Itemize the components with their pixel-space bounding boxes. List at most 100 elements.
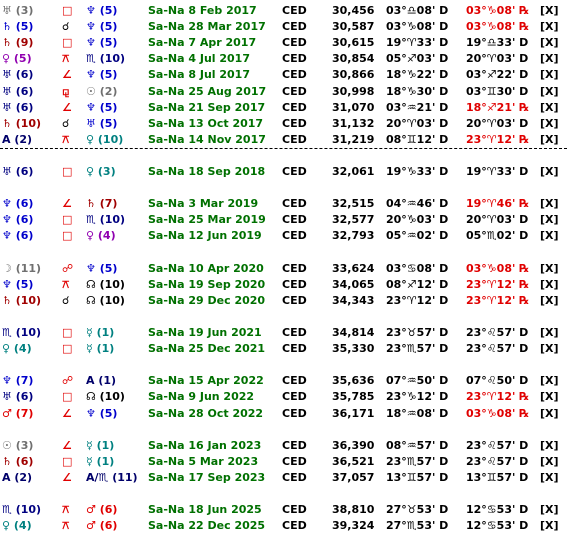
include-toggle[interactable]: [X] — [540, 36, 559, 50]
event-row[interactable]: ♆ (6) □ ♏ (10) Sa-Na 25 Mar 2019 CED 32,577 20… — [0, 212, 567, 228]
transit-position: 03°♑08' ℞ — [466, 406, 530, 420]
event-row[interactable]: ☉ (3) ∠ ☿ (1) Sa-Na 16 Jan 2023 CED 36,390 08°… — [0, 438, 567, 454]
event-row[interactable]: ♅ (6) □ ☊ (10) Sa-Na 9 Jun 2022 CED 35,785 23°… — [0, 389, 567, 405]
include-toggle[interactable]: [X] — [540, 454, 559, 468]
event-row[interactable]: ♅ (6) □ ♀ (3) Sa-Na 18 Sep 2018 CED 32,061 19°… — [0, 164, 567, 180]
event-row[interactable]: ♄ (5) ☌ ♆ (5) Sa-Na 28 Mar 2017 CED 30,587 03°… — [0, 19, 567, 35]
transit-planet-label: ♄ (6) — [2, 454, 34, 468]
include-toggle[interactable]: [X] — [540, 116, 559, 130]
natal-planet-label: ♅ (5) — [86, 116, 118, 130]
include-toggle[interactable]: [X] — [540, 342, 559, 356]
event-row[interactable]: ♀ (4) ⚻ ♂ (6) Sa-Na 22 Dec 2025 CED 39,324 27°… — [0, 518, 567, 534]
day-number: 35,785 — [332, 390, 375, 404]
aspect-glyph: ☌ — [62, 293, 70, 307]
event-date: Sa-Na 8 Jul 2017 — [148, 68, 250, 82]
include-toggle[interactable]: [X] — [540, 406, 559, 420]
event-row[interactable]: ♆ (6) ∠ ♄ (7) Sa-Na 3 Mar 2019 CED 32,515 04°♒… — [0, 196, 567, 212]
system-code: CED — [282, 52, 307, 66]
event-row[interactable]: ♆ (6) □ ♀ (4) Sa-Na 12 Jun 2019 CED 32,793 05°… — [0, 228, 567, 244]
event-date: Sa-Na 19 Jun 2021 — [148, 326, 262, 339]
include-toggle[interactable]: [X] — [540, 470, 559, 484]
include-toggle[interactable]: [X] — [540, 277, 559, 291]
include-toggle[interactable]: [X] — [540, 326, 559, 339]
natal-position: 23°♈12' D — [386, 293, 449, 307]
include-toggle[interactable]: [X] — [540, 390, 559, 404]
transit-position: 23°♈12' ℞ — [466, 390, 530, 404]
event-row[interactable]: ♏ (10) ⚻ ♂ (6) Sa-Na 18 Jun 2025 CED 38,810 27… — [0, 502, 567, 518]
include-toggle[interactable]: [X] — [540, 374, 559, 388]
system-code: CED — [282, 277, 307, 291]
natal-planet-label: A (1) — [86, 374, 117, 388]
natal-planet-label: ♂ (6) — [86, 503, 118, 517]
day-number: 30,854 — [332, 52, 375, 66]
event-date: Sa-Na 3 Mar 2019 — [148, 197, 259, 211]
transit-planet-label: ♄ (5) — [2, 20, 34, 34]
transit-position: 13°♊57' D — [466, 470, 529, 484]
natal-planet-label: ♄ (7) — [86, 197, 118, 211]
transit-position: 03°♐22' D — [466, 68, 529, 82]
natal-planet-label: ♏ (10) — [86, 52, 126, 66]
transit-position: 23°♈12' ℞ — [466, 277, 530, 291]
event-row[interactable]: ♂ (7) ∠ ♆ (5) Sa-Na 28 Oct 2022 CED 36,171 18°… — [0, 406, 567, 422]
system-code: CED — [282, 229, 307, 243]
include-toggle[interactable]: [X] — [540, 229, 559, 243]
transit-planet-label: ♅ (6) — [2, 165, 34, 178]
include-toggle[interactable]: [X] — [540, 438, 559, 452]
transit-position: 03°♑08' ℞ — [466, 4, 530, 17]
natal-planet-label: ♆ (5) — [86, 100, 118, 114]
include-toggle[interactable]: [X] — [540, 84, 559, 98]
transit-position: 19°♈46' ℞ — [466, 197, 530, 211]
system-code: CED — [282, 36, 307, 50]
include-toggle[interactable]: [X] — [540, 52, 559, 66]
include-toggle[interactable]: [X] — [540, 261, 559, 275]
event-row[interactable]: ♅ (6) ∠ ♆ (5) Sa-Na 21 Sep 2017 CED 31,070 03°… — [0, 100, 567, 116]
natal-position: 08°♒57' D — [386, 438, 449, 452]
natal-position: 08°♐12' D — [386, 277, 449, 291]
natal-position: 23°♏57' D — [386, 454, 449, 468]
transit-position: 23°♌57' D — [466, 454, 529, 468]
include-toggle[interactable]: [X] — [540, 100, 559, 114]
include-toggle[interactable]: [X] — [540, 213, 559, 227]
day-number: 31,132 — [332, 116, 375, 130]
event-row[interactable]: ♄ (10) ☌ ☊ (10) Sa-Na 29 Dec 2020 CED 34,343 2… — [0, 293, 567, 309]
event-row[interactable]: ☽ (11) ☍ ♆ (5) Sa-Na 10 Apr 2020 CED 33,624 03… — [0, 261, 567, 277]
event-row[interactable]: ♅ (6) ⚼ ☉ (2) Sa-Na 25 Aug 2017 CED 30,998 18°… — [0, 84, 567, 100]
system-code: CED — [282, 454, 307, 468]
day-number: 35,330 — [332, 342, 375, 356]
include-toggle[interactable]: [X] — [540, 503, 559, 517]
event-row[interactable]: ♅ (6) ∠ ♆ (5) Sa-Na 8 Jul 2017 CED 30,866 18°♑… — [0, 67, 567, 83]
day-number: 32,793 — [332, 229, 375, 243]
event-row[interactable]: ♀ (4) □ ☿ (1) Sa-Na 25 Dec 2021 CED 35,330 23°… — [0, 341, 567, 357]
transit-planet-label: A (2) — [2, 132, 33, 146]
include-toggle[interactable]: [X] — [540, 165, 559, 178]
event-row[interactable]: ♀ (5) ⚻ ♏ (10) Sa-Na 4 Jul 2017 CED 30,854 05°… — [0, 51, 567, 67]
event-date: Sa-Na 25 Mar 2019 — [148, 213, 266, 227]
include-toggle[interactable]: [X] — [540, 519, 559, 533]
transit-planet-label: ♏ (10) — [2, 326, 42, 339]
event-date: Sa-Na 25 Dec 2021 — [148, 342, 266, 356]
natal-position: 05°♒02' D — [386, 229, 449, 243]
event-row[interactable]: A (2) ∠ A/♏ (11) Sa-Na 17 Sep 2023 CED 37,057… — [0, 470, 567, 486]
aspect-glyph: □ — [62, 390, 73, 404]
event-row[interactable]: ♏ (10) □ ☿ (1) Sa-Na 19 Jun 2021 CED 34,814 23… — [0, 325, 567, 341]
event-row[interactable]: ♆ (5) ⚻ ☊ (10) Sa-Na 19 Sep 2020 CED 34,065 08… — [0, 277, 567, 293]
day-number: 33,624 — [332, 261, 375, 275]
include-toggle[interactable]: [X] — [540, 20, 559, 34]
include-toggle[interactable]: [X] — [540, 197, 559, 211]
day-number: 34,065 — [332, 277, 375, 291]
natal-position: 05°♐03' D — [386, 52, 449, 66]
transit-planet-label: ♆ (5) — [2, 277, 34, 291]
event-row[interactable]: ♄ (9) □ ♆ (5) Sa-Na 7 Apr 2017 CED 30,615 19°♈… — [0, 35, 567, 51]
include-toggle[interactable]: [X] — [540, 4, 559, 17]
include-toggle[interactable]: [X] — [540, 293, 559, 307]
natal-position: 23°♏57' D — [386, 342, 449, 356]
event-row[interactable]: ♆ (7) ☍ A (1) Sa-Na 15 Apr 2022 CED 35,636 07°… — [0, 373, 567, 389]
event-date: Sa-Na 28 Mar 2017 — [148, 20, 266, 34]
event-row[interactable]: ♄ (6) □ ☿ (1) Sa-Na 5 Mar 2023 CED 36,521 23°♏… — [0, 454, 567, 470]
event-row[interactable]: A (2) ⚻ ♀ (10) Sa-Na 14 Nov 2017 CED 31,219 08… — [0, 132, 567, 149]
include-toggle[interactable]: [X] — [540, 68, 559, 82]
include-toggle[interactable]: [X] — [540, 132, 559, 146]
event-row[interactable]: ♄ (10) ☌ ♅ (5) Sa-Na 13 Oct 2017 CED 31,132 20… — [0, 116, 567, 132]
event-row[interactable]: ♅ (3) □ ♆ (5) Sa-Na 8 Feb 2017 CED 30,456 03°♎… — [0, 3, 567, 19]
